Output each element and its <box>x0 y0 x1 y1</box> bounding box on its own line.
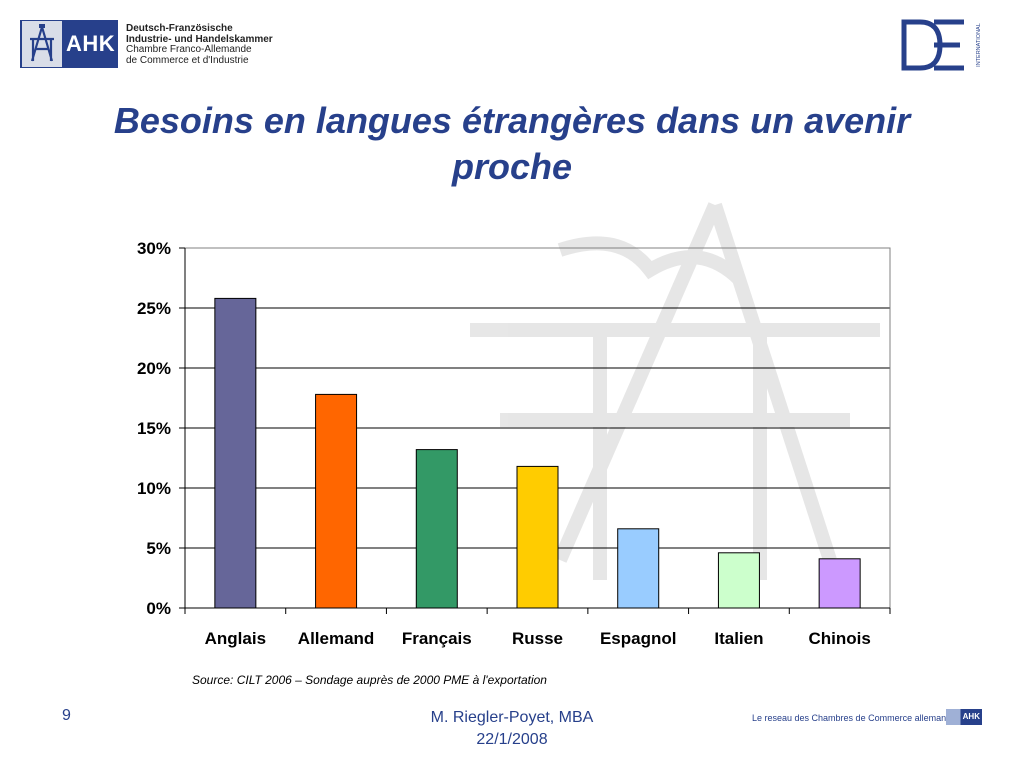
bars <box>214 297 861 609</box>
y-tick-label: 15% <box>137 419 171 438</box>
de-international-logo: INTERNATIONAL <box>901 19 982 71</box>
ahk-logo: AHK Deutsch-Französische Industrie- und … <box>20 20 273 70</box>
bar-russe <box>516 465 559 609</box>
y-tick-label: 10% <box>137 479 171 498</box>
chamber-name-line-4: de Commerce et d'Industrie <box>126 54 249 66</box>
slide-title: Besoins en langues étrangères dans un av… <box>40 98 984 190</box>
page-number: 9 <box>62 707 71 724</box>
y-tick-label: 20% <box>137 359 171 378</box>
x-tick-label: Italien <box>714 629 763 648</box>
axes <box>179 247 891 614</box>
bar-anglais <box>214 297 257 609</box>
footer-date: 22/1/2008 <box>476 731 548 748</box>
chart-source: Source: CILT 2006 – Sondage auprès de 20… <box>192 673 547 687</box>
x-tick-labels: Anglais Allemand Français Russe Espagnol Ital… <box>205 629 871 648</box>
y-tick-labels: 0% 5% 10% 15% 20% 25% 30% <box>137 239 171 618</box>
x-tick-label: Allemand <box>298 629 375 648</box>
bar-chinois <box>818 558 861 609</box>
slide-title-line-1: Besoins en langues étrangères dans un av… <box>113 100 911 141</box>
chamber-name-line-2: Industrie- und Handelskammer <box>126 33 273 45</box>
bar-franais <box>415 449 458 609</box>
de-logo-sub: INTERNATIONAL <box>976 23 982 67</box>
footer-ahk-badge: AHK <box>946 709 982 725</box>
y-tick-label: 25% <box>137 299 171 318</box>
footer-tagline: Le reseau des Chambres de Commerce allem… <box>752 713 961 723</box>
bar-espagnol <box>617 528 660 609</box>
y-tick-label: 5% <box>146 539 171 558</box>
x-tick-label: Chinois <box>808 629 870 648</box>
bar-italien <box>717 552 760 609</box>
x-tick-label: Anglais <box>205 629 266 648</box>
x-tick-label: Espagnol <box>600 629 677 648</box>
chamber-name: Deutsch-Französische Industrie- und Hand… <box>126 23 273 66</box>
x-tick-label: Français <box>402 629 472 648</box>
ahk-logo-box: AHK <box>20 20 118 68</box>
x-tick-label: Russe <box>512 629 563 648</box>
y-tick-label: 0% <box>146 599 171 618</box>
brandenburg-eiffel-icon <box>22 21 62 67</box>
chamber-name-line-1: Deutsch-Französische <box>126 23 233 34</box>
y-tick-label: 30% <box>137 239 171 258</box>
footer-author: M. Riegler-Poyet, MBA <box>430 709 594 726</box>
slide-title-line-2: proche <box>451 146 573 187</box>
bar-allemand <box>315 393 358 609</box>
footer-author-block: M. Riegler-Poyet, MBA 22/1/2008 <box>362 707 662 751</box>
chamber-name-line-3: Chambre Franco-Allemande <box>126 44 252 55</box>
ahk-logo-text: AHK <box>66 31 116 56</box>
watermark-emblem <box>470 202 880 580</box>
